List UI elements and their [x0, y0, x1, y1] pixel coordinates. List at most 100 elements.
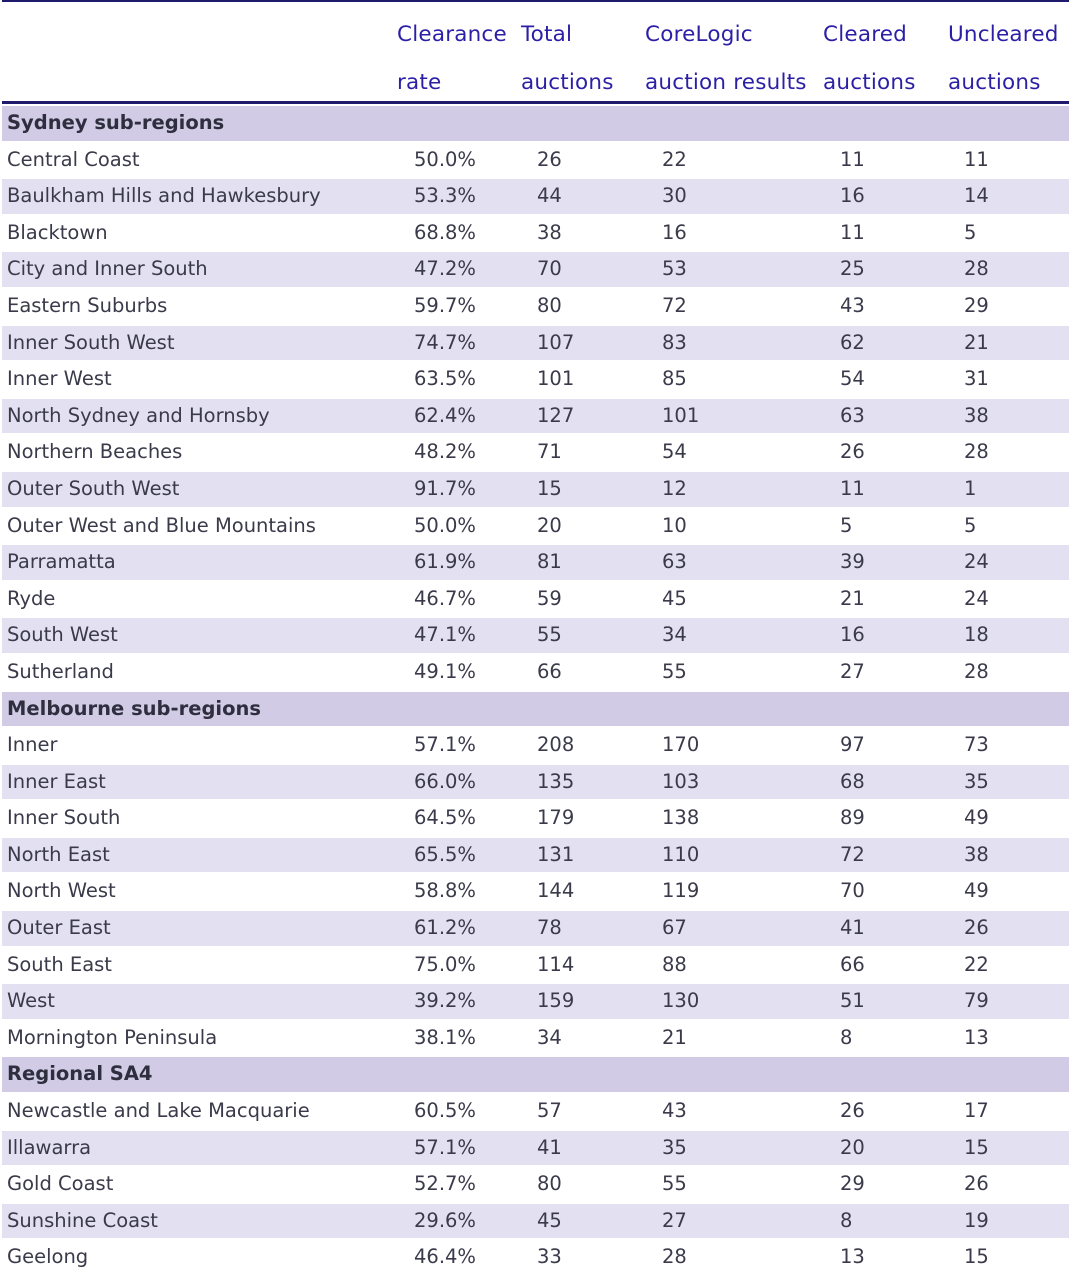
total-auctions: 80 — [537, 1172, 562, 1196]
clearance-rate: 65.5% — [414, 842, 476, 866]
section-title: Regional SA4 — [7, 1062, 153, 1086]
clearance-rate: 91.7% — [414, 476, 476, 500]
region-name: Central Coast — [7, 147, 140, 171]
uncleared-auctions: 28 — [964, 659, 989, 683]
region-name: North Sydney and Hornsby — [7, 403, 270, 427]
region-name: South East — [7, 952, 112, 976]
cleared-auctions: 29 — [840, 1172, 865, 1196]
table-row: Illawarra 57.1% 41 35 20 15 — [2, 1130, 1069, 1166]
corelogic-results: 34 — [662, 623, 687, 647]
uncleared-auctions: 24 — [964, 586, 989, 610]
cleared-auctions: 54 — [840, 367, 865, 391]
total-auctions: 57 — [537, 1099, 562, 1123]
table-row: North Sydney and Hornsby 62.4% 127 101 63 38 — [2, 398, 1069, 434]
table-row: Parramatta 61.9% 81 63 39 24 — [2, 545, 1069, 580]
clearance-rate: 60.5% — [414, 1099, 476, 1123]
region-name: Gold Coast — [7, 1172, 114, 1196]
corelogic-results: 21 — [662, 1025, 687, 1049]
region-name: West — [7, 989, 55, 1013]
header-uncleared-auctions: Uncleared auctions — [948, 11, 1059, 107]
section-header-row: Regional SA4 — [2, 1057, 1069, 1093]
total-auctions: 66 — [537, 659, 562, 683]
clearance-rate: 29.6% — [414, 1208, 476, 1232]
table-header: Clearance rate Total auctions CoreLogic aucti… — [0, 2, 1069, 101]
region-name: Parramatta — [7, 550, 116, 574]
clearance-rate: 75.0% — [414, 952, 476, 976]
table-row: West 39.2% 159 130 51 79 — [2, 984, 1069, 1019]
table-row: Inner 57.1% 208 170 97 73 — [2, 728, 1069, 763]
clearance-rate: 61.2% — [414, 916, 476, 940]
uncleared-auctions: 15 — [964, 1245, 989, 1269]
header-corelogic-results-line2: auction results — [645, 70, 807, 95]
clearance-rate: 57.1% — [414, 733, 476, 757]
table-row: Northern Beaches 48.2% 71 54 26 28 — [2, 435, 1069, 470]
cleared-auctions: 11 — [840, 476, 865, 500]
cleared-auctions: 39 — [840, 550, 865, 574]
region-name: Sutherland — [7, 659, 114, 683]
table-row: Inner South West 74.7% 107 83 62 21 — [2, 325, 1069, 361]
uncleared-auctions: 35 — [964, 769, 989, 793]
clearance-rate: 46.7% — [414, 586, 476, 610]
table-row: Inner East 66.0% 135 103 68 35 — [2, 764, 1069, 800]
total-auctions: 33 — [537, 1245, 562, 1269]
corelogic-results: 170 — [662, 733, 700, 757]
uncleared-auctions: 11 — [964, 147, 989, 171]
region-name: North East — [7, 842, 110, 866]
clearance-rate: 74.7% — [414, 330, 476, 354]
table-row: Inner West 63.5% 101 85 54 31 — [2, 362, 1069, 397]
table-row: Outer East 61.2% 78 67 41 26 — [2, 911, 1069, 946]
clearance-rate: 47.2% — [414, 257, 476, 281]
total-auctions: 55 — [537, 623, 562, 647]
total-auctions: 101 — [537, 367, 575, 391]
uncleared-auctions: 29 — [964, 293, 989, 317]
section-title: Sydney sub-regions — [7, 111, 225, 134]
region-name: Ryde — [7, 586, 56, 610]
corelogic-results: 67 — [662, 916, 687, 940]
clearance-rate: 66.0% — [414, 769, 476, 793]
total-auctions: 20 — [537, 513, 562, 537]
uncleared-auctions: 13 — [964, 1025, 989, 1049]
corelogic-results: 12 — [662, 476, 687, 500]
corelogic-results: 88 — [662, 952, 687, 976]
uncleared-auctions: 22 — [964, 952, 989, 976]
clearance-rate: 68.8% — [414, 220, 476, 244]
uncleared-auctions: 14 — [964, 184, 989, 208]
clearance-rate: 50.0% — [414, 147, 476, 171]
header-cleared-auctions: Cleared auctions — [823, 11, 916, 107]
cleared-auctions: 68 — [840, 769, 865, 793]
cleared-auctions: 97 — [840, 733, 865, 757]
corelogic-results: 35 — [662, 1135, 687, 1159]
corelogic-results: 10 — [662, 513, 687, 537]
uncleared-auctions: 49 — [964, 806, 989, 830]
uncleared-auctions: 26 — [964, 916, 989, 940]
clearance-rate: 62.4% — [414, 403, 476, 427]
corelogic-results: 83 — [662, 330, 687, 354]
table-top-rule — [2, 0, 1069, 2]
uncleared-auctions: 18 — [964, 623, 989, 647]
region-name: Baulkham Hills and Hawkesbury — [7, 184, 321, 208]
cleared-auctions: 20 — [840, 1135, 865, 1159]
total-auctions: 15 — [537, 476, 562, 500]
table-row: Ryde 46.7% 59 45 21 24 — [2, 581, 1069, 617]
header-clearance-rate-line2: rate — [397, 70, 442, 95]
table-row: South East 75.0% 114 88 66 22 — [2, 947, 1069, 983]
clearance-rate: 49.1% — [414, 659, 476, 683]
clearance-rate: 61.9% — [414, 550, 476, 574]
uncleared-auctions: 73 — [964, 733, 989, 757]
region-name: Sunshine Coast — [7, 1208, 158, 1232]
region-name: Eastern Suburbs — [7, 293, 168, 317]
corelogic-results: 30 — [662, 184, 687, 208]
region-name: Geelong — [7, 1245, 89, 1269]
uncleared-auctions: 28 — [964, 440, 989, 464]
region-name: Inner South West — [7, 330, 175, 354]
region-name: Illawarra — [7, 1135, 92, 1159]
total-auctions: 45 — [537, 1208, 562, 1232]
region-name: Inner South — [7, 806, 121, 830]
header-clearance-rate: Clearance rate — [397, 11, 507, 107]
header-clearance-rate-line1: Clearance — [397, 22, 507, 47]
corelogic-results: 101 — [662, 403, 700, 427]
corelogic-results: 43 — [662, 1099, 687, 1123]
clearance-rate: 39.2% — [414, 989, 476, 1013]
table-row: Outer South West 91.7% 15 12 11 1 — [2, 471, 1069, 507]
cleared-auctions: 11 — [840, 220, 865, 244]
